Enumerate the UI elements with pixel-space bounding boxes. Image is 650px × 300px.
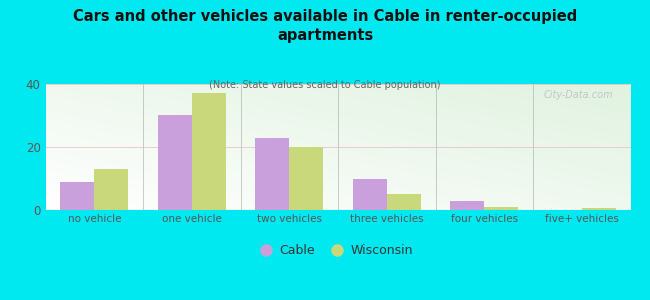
Bar <box>450 200 484 210</box>
Bar <box>255 137 289 210</box>
Text: (Note: State values scaled to Cable population): (Note: State values scaled to Cable popu… <box>209 80 441 89</box>
Text: City-Data.com: City-Data.com <box>543 90 613 100</box>
Bar <box>387 194 421 210</box>
Text: Cars and other vehicles available in Cable in renter-occupied
apartments: Cars and other vehicles available in Cab… <box>73 9 577 43</box>
Bar <box>289 147 324 210</box>
Bar <box>94 169 129 210</box>
Bar <box>157 116 192 210</box>
Legend: Cable, Wisconsin: Cable, Wisconsin <box>263 244 413 257</box>
Bar <box>484 207 519 210</box>
Bar <box>60 182 94 210</box>
Bar <box>192 93 226 210</box>
Bar <box>353 178 387 210</box>
Bar <box>582 208 616 210</box>
